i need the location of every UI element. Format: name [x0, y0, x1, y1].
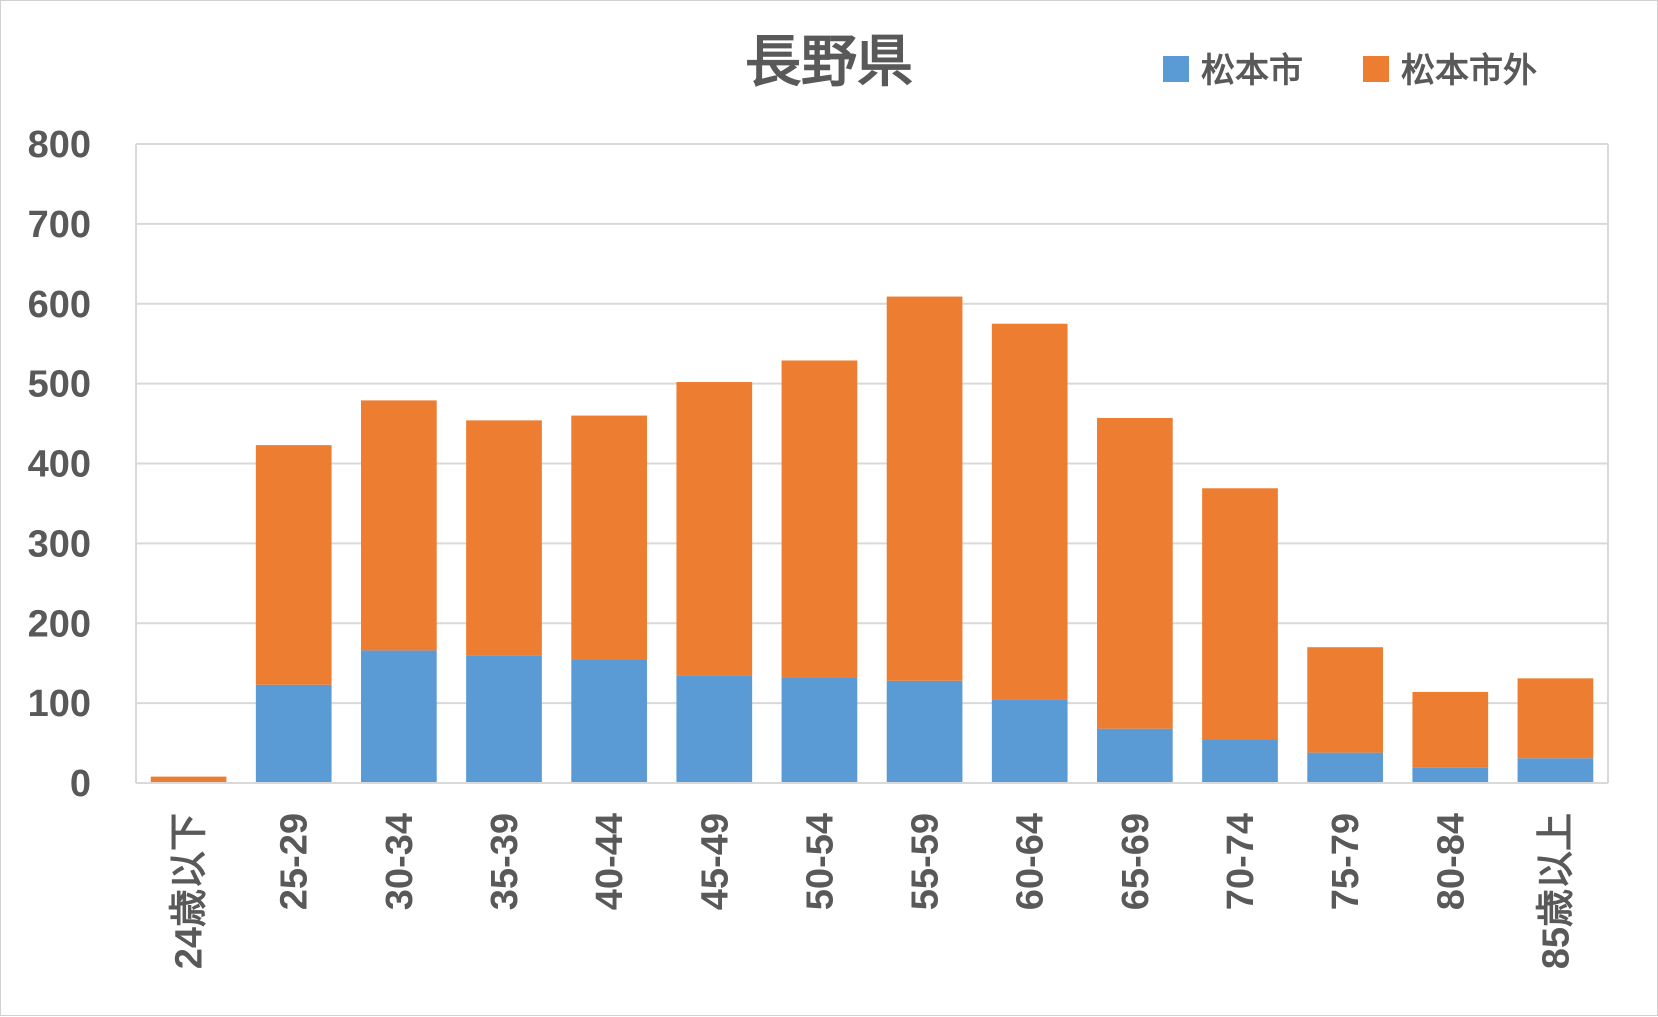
bar-matsumoto-12 — [1412, 767, 1489, 783]
legend-label-outside-matsumoto: 松本市外 — [1401, 51, 1537, 91]
x-tick-label: 75-79 — [1325, 813, 1367, 910]
bar-matsumoto-3 — [466, 655, 542, 783]
bar-matsumoto-9 — [1097, 728, 1173, 783]
y-tick-label: 600 — [28, 284, 91, 326]
bar-matsumoto-8 — [991, 699, 1068, 783]
bars — [150, 296, 1594, 783]
bar-outside-matsumoto-6 — [781, 360, 858, 678]
legend-label-matsumoto: 松本市 — [1201, 51, 1303, 91]
x-tick-label: 80-84 — [1430, 813, 1472, 910]
x-tick-label: 35-39 — [484, 813, 526, 910]
x-tick-label: 45-49 — [694, 813, 736, 910]
bar-matsumoto-5 — [676, 675, 753, 783]
bar-outside-matsumoto-8 — [991, 323, 1068, 700]
y-tick-label: 400 — [28, 444, 91, 486]
bar-matsumoto-6 — [781, 677, 858, 783]
bar-outside-matsumoto-0 — [150, 776, 227, 783]
bar-outside-matsumoto-4 — [571, 415, 647, 660]
x-tick-label: 70-74 — [1220, 813, 1262, 910]
chart-title: 長野県 — [745, 30, 913, 95]
x-tick-label: 50-54 — [799, 813, 841, 910]
x-tick-label: 24歳以下 — [169, 813, 211, 969]
bar-matsumoto-1 — [255, 684, 332, 783]
x-tick-label: 55-59 — [905, 813, 947, 910]
y-axis: 0 100 200 300 400 500 600 700 800 — [28, 124, 91, 805]
bar-outside-matsumoto-5 — [676, 382, 753, 676]
bar-outside-matsumoto-9 — [1097, 417, 1173, 729]
y-tick-label: 500 — [28, 364, 91, 406]
y-tick-label: 200 — [28, 603, 91, 645]
bar-outside-matsumoto-12 — [1412, 691, 1489, 768]
legend: 松本市 松本市外 — [1163, 51, 1537, 91]
gridlines — [135, 143, 1609, 784]
y-tick-label: 800 — [28, 124, 91, 166]
y-tick-label: 100 — [28, 683, 91, 725]
bar-outside-matsumoto-10 — [1202, 488, 1278, 740]
bar-matsumoto-13 — [1517, 758, 1594, 783]
bar-outside-matsumoto-13 — [1517, 678, 1594, 759]
x-tick-label: 25-29 — [274, 813, 316, 910]
x-tick-label: 60-64 — [1010, 813, 1052, 910]
bar-outside-matsumoto-2 — [361, 400, 437, 651]
bar-matsumoto-2 — [361, 650, 437, 783]
y-tick-label: 700 — [28, 204, 91, 246]
bar-matsumoto-4 — [571, 659, 647, 783]
x-tick-label: 40-44 — [589, 813, 631, 910]
y-tick-label: 0 — [70, 763, 91, 805]
y-tick-label: 300 — [28, 523, 91, 565]
bar-outside-matsumoto-7 — [886, 296, 963, 681]
bar-outside-matsumoto-3 — [466, 420, 542, 656]
bar-outside-matsumoto-11 — [1307, 647, 1383, 753]
x-tick-label: 85歳以上 — [1535, 813, 1577, 969]
bar-matsumoto-7 — [886, 680, 963, 783]
bar-outside-matsumoto-1 — [255, 445, 332, 685]
bar-matsumoto-10 — [1202, 739, 1278, 783]
x-tick-label: 30-34 — [379, 813, 421, 910]
x-tick-label: 65-69 — [1115, 813, 1157, 910]
x-axis: 24歳以下 25-29 30-34 35-39 40-44 45-49 50-54 55-59… — [136, 782, 1608, 969]
legend-swatch-matsumoto — [1163, 56, 1189, 82]
bar-matsumoto-11 — [1307, 752, 1383, 783]
legend-swatch-outside-matsumoto — [1363, 56, 1389, 82]
